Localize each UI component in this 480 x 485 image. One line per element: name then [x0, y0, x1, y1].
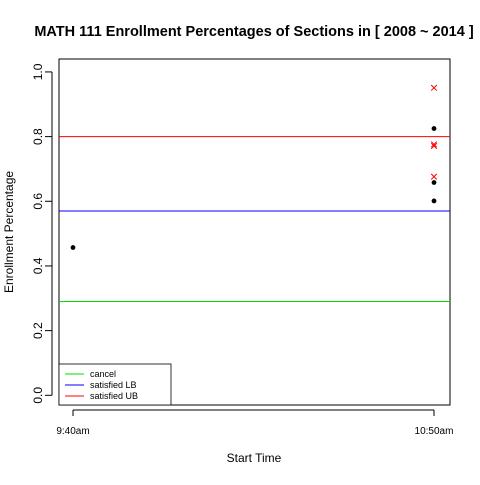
reference-lines [59, 136, 450, 303]
data-point-dot [431, 180, 437, 185]
y-tick-label: 0.4 [31, 257, 45, 274]
chart-title: MATH 111 Enrollment Percentages of Secti… [34, 24, 473, 40]
x-tick-label: 10:50am [415, 426, 454, 437]
y-tick-label: 1.0 [31, 63, 45, 80]
y-axis-label: Enrollment Percentage [2, 171, 16, 293]
y-tick-label: 0.0 [31, 387, 45, 404]
axes: 0.0 0.2 0.4 0.6 0.8 1.0 9:40am 10:50am [31, 63, 453, 437]
y-tick-label: 0.8 [31, 128, 45, 145]
data-point-cross [430, 142, 438, 150]
data-point-cross [430, 84, 438, 91]
legend-label: satisfied LB [90, 380, 137, 390]
x-axis-label: Start Time [227, 451, 282, 465]
data-point-dot [431, 126, 437, 131]
legend-label: satisfied UB [90, 391, 138, 401]
x-tick-label: 9:40am [56, 426, 89, 437]
data-point-dot [431, 198, 437, 204]
data-point-dot [70, 245, 76, 250]
data-point-cross [430, 141, 438, 148]
data-points [70, 84, 438, 250]
data-point-cross [430, 173, 438, 180]
y-tick-label: 0.6 [31, 193, 45, 210]
legend-label: cancel [90, 369, 116, 379]
y-tick-label: 0.2 [31, 322, 45, 339]
plot-frame [58, 58, 451, 406]
